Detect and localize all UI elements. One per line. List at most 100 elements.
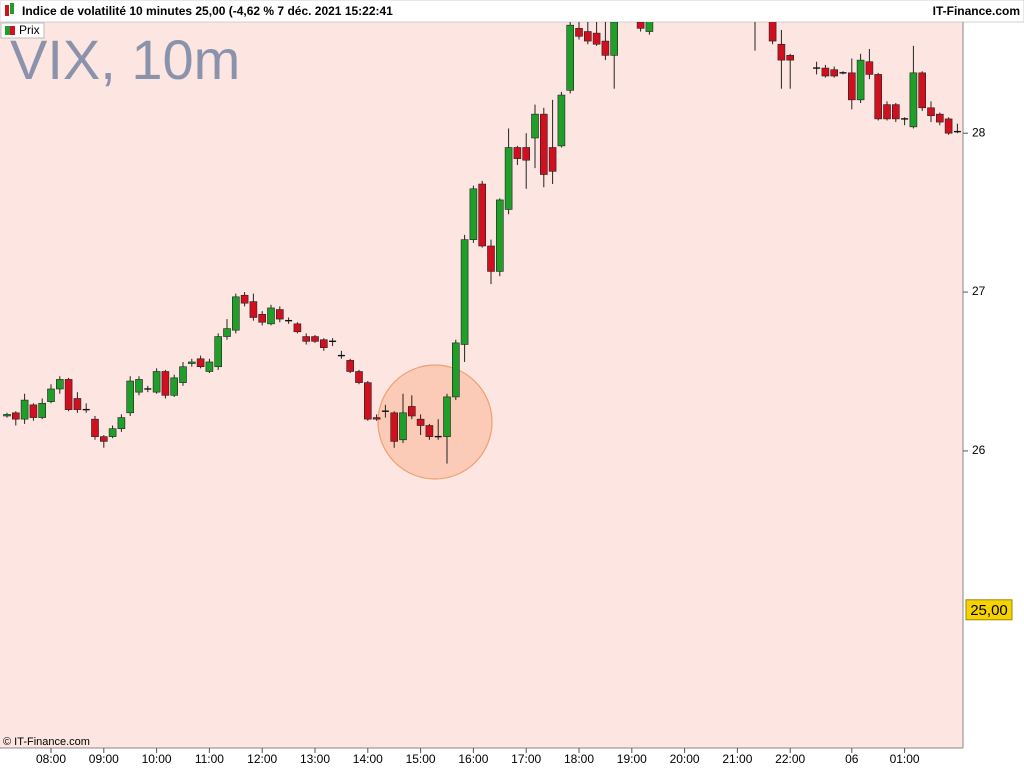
last-price-tag <box>965 599 1013 621</box>
legend-swatch <box>10 26 15 35</box>
legend-swatch <box>5 26 10 35</box>
candle-body <box>847 72 856 101</box>
candle-body <box>891 104 900 120</box>
candle-body <box>495 199 504 272</box>
candle-body <box>909 72 918 128</box>
candle-body <box>108 428 117 437</box>
candle-body <box>363 382 372 420</box>
candle-body <box>645 22 654 32</box>
candles <box>3 22 961 464</box>
candle-body <box>20 399 29 420</box>
candle-body <box>258 314 267 323</box>
x-tick-label: 16:00 <box>458 752 488 766</box>
x-tick-label: 19:00 <box>617 752 647 766</box>
candle-body <box>372 417 381 420</box>
candle-body <box>170 377 178 396</box>
candle-body <box>583 31 592 42</box>
header-brand[interactable]: IT-Finance.com <box>933 4 1020 18</box>
candle-body <box>29 404 38 418</box>
candle-body <box>302 336 311 342</box>
candle-body <box>575 28 583 37</box>
plot-area <box>0 22 963 748</box>
candle-body <box>355 371 363 383</box>
candle-body <box>451 342 460 398</box>
candle-body <box>293 323 302 333</box>
candle-body <box>390 412 399 442</box>
candle-body <box>179 366 187 383</box>
y-tick-label: 28 <box>972 125 986 139</box>
candle-body <box>38 402 47 418</box>
candle-body <box>47 388 55 402</box>
candle-body <box>240 294 249 304</box>
candle-body <box>601 40 610 56</box>
candle-body <box>918 72 927 109</box>
header-bar <box>0 0 1024 23</box>
x-tick-label: 14:00 <box>353 752 383 766</box>
candle-body <box>927 107 935 117</box>
candle-body <box>566 24 575 91</box>
candle-body <box>223 328 231 337</box>
candle-body <box>319 339 328 348</box>
candle-body <box>117 417 126 429</box>
candle-body <box>460 239 469 345</box>
footer: © IT-Finance.com <box>3 736 90 748</box>
x-tick-label: 21:00 <box>722 752 752 766</box>
y-tick-label: 27 <box>972 284 986 298</box>
candle-body <box>73 398 82 410</box>
candle-body <box>3 414 11 417</box>
watermark-title: VIX, 10m <box>10 28 240 91</box>
candle-body <box>416 418 425 426</box>
candle-body <box>135 379 143 393</box>
candle-body <box>249 301 258 318</box>
header-title: Indice de volatilité 10 minutes 25,00 (-… <box>22 4 393 18</box>
candle-body <box>504 147 513 210</box>
candle-body <box>469 188 478 240</box>
candle-body <box>407 406 416 417</box>
x-tick-label: 13:00 <box>300 752 330 766</box>
x-tick-label: 06 <box>845 752 859 766</box>
candle-body <box>399 412 407 441</box>
candle-body <box>55 379 64 390</box>
candle-body <box>487 245 495 272</box>
candle-body <box>64 379 73 410</box>
legend-label: Prix <box>19 23 40 37</box>
candle-body <box>821 67 830 77</box>
candle-body <box>188 361 196 364</box>
candle-body <box>425 425 434 437</box>
candle-body <box>636 22 645 29</box>
candle-body <box>786 55 795 61</box>
candle-body <box>865 61 874 75</box>
candle-body <box>91 418 99 437</box>
candle-body <box>443 396 451 437</box>
x-tick-label: 17:00 <box>511 752 541 766</box>
candle-body <box>935 113 944 123</box>
candle-body <box>557 94 566 147</box>
candle-body <box>12 412 20 420</box>
candle-body <box>592 32 601 45</box>
candle-body <box>478 183 487 247</box>
icon <box>5 5 9 16</box>
candle-body <box>152 371 161 393</box>
candle-body <box>275 309 284 320</box>
candle-body <box>539 113 548 175</box>
candle-body <box>531 113 539 139</box>
x-tick-label: 11:00 <box>195 752 224 766</box>
last-price-label: 25,00 <box>970 602 1008 619</box>
candle-body <box>232 296 240 331</box>
x-tick-label: 22:00 <box>775 752 805 766</box>
candle-body <box>522 147 531 161</box>
icon <box>10 3 14 14</box>
candle-body <box>513 147 522 159</box>
highlight-circle <box>377 364 493 480</box>
candle-body <box>196 358 205 368</box>
candle-body <box>126 380 134 414</box>
candle-body <box>161 371 170 396</box>
y-tick-label: 26 <box>972 443 986 457</box>
candle-body <box>346 360 355 372</box>
x-tick-label: 01:00 <box>890 752 920 766</box>
candle-body <box>267 307 275 325</box>
x-tick-label: 08:00 <box>36 752 66 766</box>
candle-body <box>830 69 839 77</box>
